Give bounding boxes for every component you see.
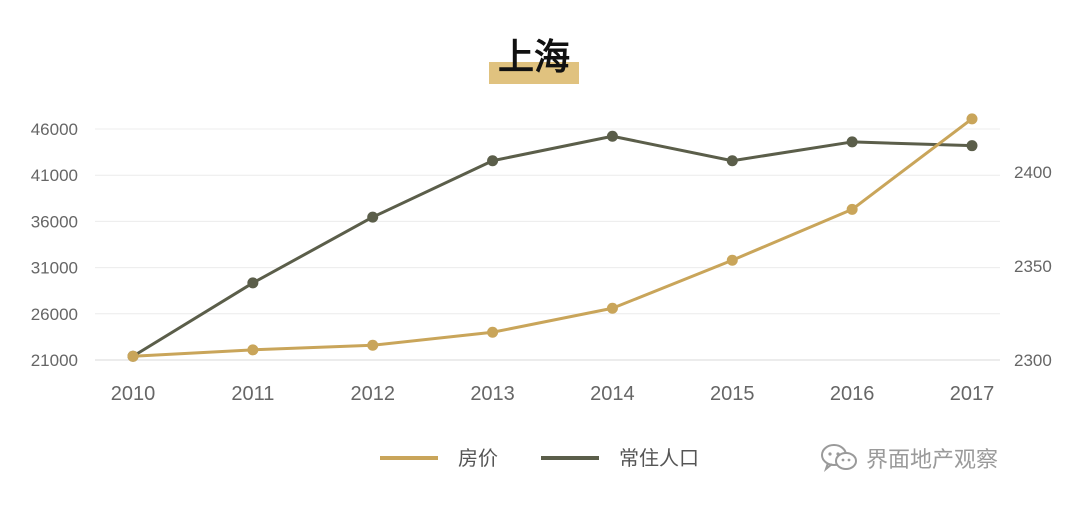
- right-tick-label: 2350: [1014, 257, 1052, 276]
- x-tick-label: 2014: [590, 383, 635, 405]
- data-point: [846, 136, 858, 148]
- wechat-icon: [821, 444, 857, 473]
- right-tick-label: 2300: [1014, 351, 1052, 370]
- data-point: [487, 155, 499, 167]
- x-tick-label: 2013: [470, 383, 515, 405]
- series-line-population: [132, 134, 973, 358]
- x-tick-label: 2016: [830, 383, 875, 405]
- x-tick-label: 2015: [710, 383, 755, 405]
- data-point: [247, 277, 259, 289]
- data-point: [726, 254, 738, 266]
- chart-title-block: 上海: [489, 34, 579, 84]
- left-tick-label: 36000: [31, 212, 78, 231]
- x-tick-label: 2011: [231, 383, 274, 405]
- data-point: [367, 211, 379, 223]
- data-point: [367, 339, 379, 351]
- left-tick-label: 46000: [31, 120, 78, 139]
- watermark-text: 界面地产观察: [866, 448, 999, 473]
- title-highlight-bar: [489, 62, 579, 84]
- left-tick-label: 26000: [31, 305, 78, 324]
- left-tick-label: 41000: [31, 166, 78, 185]
- right-tick-label: 2400: [1014, 163, 1052, 182]
- data-point: [247, 344, 259, 356]
- data-point: [726, 155, 738, 167]
- data-point: [966, 113, 978, 125]
- data-point: [966, 140, 978, 152]
- data-point: [487, 326, 499, 338]
- series-line-price: [132, 117, 973, 358]
- data-point: [606, 302, 618, 314]
- legend-label: 房价: [458, 446, 498, 470]
- x-tick-label: 2010: [111, 383, 156, 405]
- data-point: [127, 350, 139, 362]
- legend-label: 常住人口: [619, 446, 699, 470]
- chart-title: 上海: [497, 37, 570, 78]
- left-tick-label: 21000: [31, 351, 78, 370]
- data-point: [606, 130, 618, 142]
- data-point: [846, 203, 858, 215]
- watermark: 界面地产观察: [820, 440, 998, 476]
- x-tick-label: 2012: [350, 383, 395, 405]
- left-tick-label: 31000: [31, 259, 78, 278]
- x-tick-label: 2017: [950, 383, 995, 405]
